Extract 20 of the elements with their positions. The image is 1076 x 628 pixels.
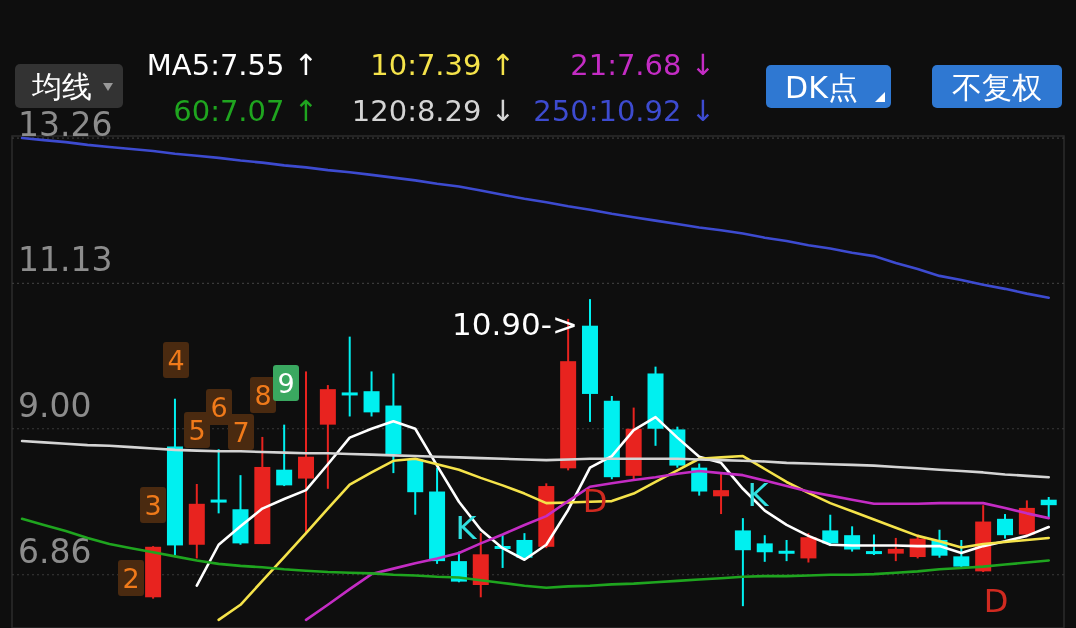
annotation: 5 — [188, 415, 206, 446]
text: 不复权 — [952, 69, 1042, 105]
annotation: D — [983, 582, 1009, 620]
annotation: 6 — [210, 392, 228, 423]
annotation: 10.90-> — [452, 306, 578, 342]
legend: MA5:7.55 ↑ 10:7.39 ↑ 21:7.68 ↓ 60:7.07 ↑ 120:8.29 ↓ 250:10.92 ↓ — [146, 48, 715, 128]
text: 均线 — [31, 69, 92, 104]
y-tick-label: 13.26 — [18, 105, 113, 145]
y-tick-label: 9.00 — [18, 385, 92, 425]
annotation: 8 — [254, 380, 272, 411]
y-tick-label: 11.13 — [18, 240, 113, 280]
annotation: K — [747, 476, 770, 514]
annotation: 3 — [144, 490, 162, 521]
annotation: K — [455, 509, 478, 547]
annotation: 4 — [167, 345, 185, 376]
annotation: 2 — [122, 563, 140, 594]
annotation: 7 — [232, 417, 250, 448]
y-tick-label: 6.86 — [18, 531, 92, 571]
annotation: 9 — [277, 368, 295, 399]
text: DK点 — [785, 69, 858, 105]
